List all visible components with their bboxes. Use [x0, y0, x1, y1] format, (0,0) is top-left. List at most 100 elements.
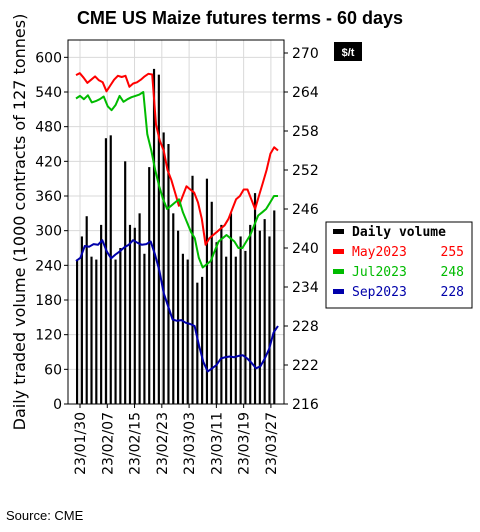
series-line-may2023 — [75, 72, 279, 246]
source-note: Source: CME — [6, 508, 84, 523]
right-tick-label: 258 — [292, 124, 319, 140]
right-tick-label: 240 — [292, 241, 319, 257]
volume-bar — [239, 236, 242, 404]
left-tick-label: 0 — [53, 397, 62, 413]
legend-swatch — [333, 249, 344, 254]
left-tick-label: 420 — [35, 154, 62, 170]
volume-bar — [104, 138, 108, 404]
right-tick-label: 252 — [292, 163, 319, 179]
x-tick-label: 23/03/19 — [237, 412, 253, 475]
x-tick-label: 23/03/11 — [209, 412, 225, 475]
volume-bar — [225, 256, 228, 404]
volume-bar — [80, 236, 83, 404]
chart-title: CME US Maize futures terms - 60 days — [76, 8, 404, 28]
volume-bar — [167, 144, 170, 404]
volume-bar — [114, 259, 117, 404]
x-tick-label: 23/02/15 — [128, 412, 144, 475]
left-tick-label: 180 — [35, 293, 62, 309]
volume-bar — [128, 224, 132, 404]
volume-bar — [268, 236, 271, 404]
legend-value: 255 — [441, 245, 464, 260]
price-lines — [75, 72, 279, 373]
volume-bar — [234, 256, 237, 404]
volume-bar — [186, 259, 189, 404]
gridlines — [68, 40, 284, 405]
volume-bar — [152, 68, 156, 404]
volume-bar — [157, 74, 160, 405]
volume-bar — [148, 167, 151, 404]
right-tick-label: 246 — [292, 202, 319, 218]
right-tick-label: 222 — [292, 358, 319, 374]
volume-bar — [119, 248, 122, 404]
volume-bar — [143, 253, 146, 404]
legend: Daily volume May2023 255 Jul2023 248 Sep2023 2… — [325, 221, 473, 309]
volume-bar — [249, 224, 252, 404]
left-axis-label: Daily traded volume (1000 contracts of 1… — [10, 14, 29, 431]
volume-bar — [90, 256, 93, 404]
x-tick-label: 23/01/30 — [73, 412, 89, 475]
volume-bar — [244, 250, 247, 404]
volume-bar — [181, 253, 184, 404]
volume-bar — [124, 161, 127, 404]
legend-swatch — [333, 229, 344, 234]
right-tick-label: 216 — [292, 397, 319, 413]
x-tick-label: 23/02/07 — [100, 412, 116, 475]
volume-bar — [100, 224, 103, 404]
series-line-jul2023 — [75, 91, 278, 269]
right-axis-ticks: 216 222 228 234 240 246 252 258 264 270 — [284, 46, 319, 413]
left-tick-label: 60 — [44, 362, 62, 378]
legend-box — [325, 221, 473, 309]
legend-label: May2023 — [352, 245, 407, 260]
right-tick-label: 228 — [292, 319, 319, 335]
left-tick-label: 600 — [35, 50, 62, 66]
right-tick-label: 270 — [292, 46, 319, 62]
volume-bar — [258, 230, 261, 404]
volume-bar — [138, 213, 141, 404]
volume-bar — [205, 178, 209, 404]
volume-bar — [95, 259, 98, 404]
volume-bar — [109, 135, 112, 405]
volume-bar — [76, 259, 79, 404]
volume-bar — [196, 282, 199, 404]
right-tick-label: 264 — [292, 85, 319, 101]
legend-label: Jul2023 — [352, 265, 407, 280]
volume-bar — [85, 216, 88, 404]
left-tick-label: 540 — [35, 85, 62, 101]
unit-badge-label: $/t — [342, 47, 355, 59]
volume-bar — [273, 210, 276, 404]
right-tick-label: 234 — [292, 280, 319, 296]
x-tick-label: 23/03/03 — [182, 412, 198, 475]
legend-swatch — [333, 289, 344, 294]
legend-label: Daily volume — [352, 225, 446, 240]
left-tick-label: 360 — [35, 189, 62, 205]
legend-label: Sep2023 — [352, 285, 407, 300]
x-axis-ticks: 23/01/30 23/02/07 23/02/15 23/02/23 23/03/03… — [73, 404, 280, 475]
volume-bar — [201, 276, 204, 404]
series-line-sep2023 — [75, 239, 279, 373]
volume-bar — [191, 175, 194, 404]
volume-bar — [177, 230, 180, 404]
left-tick-label: 240 — [35, 258, 62, 274]
volume-bar — [229, 213, 233, 404]
volume-bar — [172, 213, 175, 404]
plot-frame — [67, 39, 285, 405]
legend-swatch — [333, 269, 344, 274]
left-tick-label: 300 — [35, 224, 62, 240]
volume-bar — [263, 219, 266, 404]
legend-value: 228 — [441, 285, 464, 300]
x-tick-label: 23/02/23 — [155, 412, 171, 475]
left-tick-label: 480 — [35, 120, 62, 136]
unit-badge — [334, 42, 362, 61]
volume-bar — [162, 132, 165, 404]
volume-bar — [220, 224, 223, 404]
volume-bar — [210, 201, 213, 404]
left-axis-ticks: 0 60 120 180 240 300 360 420 480 540 600 — [35, 50, 68, 413]
legend-value: 248 — [441, 265, 464, 280]
volume-bar — [253, 193, 257, 404]
volume-bar — [133, 227, 136, 404]
x-tick-label: 23/03/27 — [264, 412, 280, 475]
left-tick-label: 120 — [35, 328, 62, 344]
volume-bars — [76, 68, 276, 405]
volume-bar — [215, 242, 218, 404]
